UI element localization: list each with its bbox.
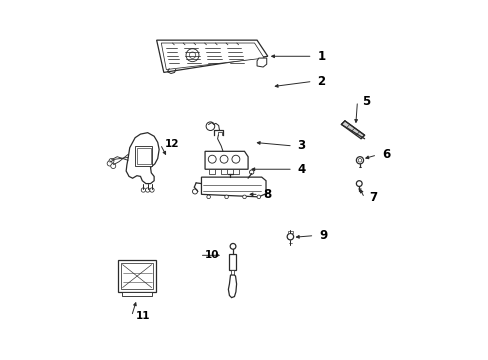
Circle shape <box>110 163 116 168</box>
Circle shape <box>149 188 154 192</box>
Text: 4: 4 <box>297 163 305 176</box>
Circle shape <box>224 195 228 199</box>
Circle shape <box>356 157 363 164</box>
Text: 12: 12 <box>164 139 179 149</box>
Text: 11: 11 <box>136 311 150 321</box>
Circle shape <box>145 188 149 192</box>
Circle shape <box>357 158 361 162</box>
Circle shape <box>206 195 210 199</box>
Circle shape <box>231 155 239 163</box>
Text: 7: 7 <box>368 192 377 204</box>
Bar <box>137 148 150 164</box>
Circle shape <box>220 155 227 163</box>
Circle shape <box>257 195 260 199</box>
Circle shape <box>109 158 114 163</box>
Bar <box>118 260 156 292</box>
Text: 3: 3 <box>297 139 305 152</box>
Polygon shape <box>156 40 267 72</box>
Text: 10: 10 <box>204 250 219 260</box>
Bar <box>233 169 238 174</box>
Polygon shape <box>126 133 159 184</box>
Text: 2: 2 <box>317 75 325 88</box>
Circle shape <box>192 189 197 194</box>
Polygon shape <box>341 121 364 139</box>
Circle shape <box>107 161 112 166</box>
Polygon shape <box>204 151 247 169</box>
Bar <box>229 253 235 270</box>
Bar <box>230 270 234 275</box>
Circle shape <box>189 52 195 58</box>
Bar <box>209 169 215 174</box>
Text: 1: 1 <box>317 50 325 63</box>
Bar <box>135 146 152 166</box>
Bar <box>287 230 292 233</box>
Bar <box>122 292 152 296</box>
Circle shape <box>286 233 293 240</box>
Bar <box>121 263 153 289</box>
Circle shape <box>185 49 199 62</box>
Polygon shape <box>161 43 264 69</box>
Text: 9: 9 <box>319 229 326 242</box>
Circle shape <box>141 188 145 192</box>
Text: 6: 6 <box>381 148 389 161</box>
Text: 5: 5 <box>362 95 369 108</box>
Bar <box>221 169 226 174</box>
Circle shape <box>230 243 235 249</box>
Circle shape <box>356 181 362 186</box>
Text: 8: 8 <box>263 188 271 201</box>
Polygon shape <box>201 177 265 197</box>
Polygon shape <box>257 58 266 67</box>
Circle shape <box>208 155 216 163</box>
Polygon shape <box>228 275 236 298</box>
Circle shape <box>206 122 214 131</box>
Circle shape <box>249 170 253 174</box>
Circle shape <box>242 195 246 199</box>
